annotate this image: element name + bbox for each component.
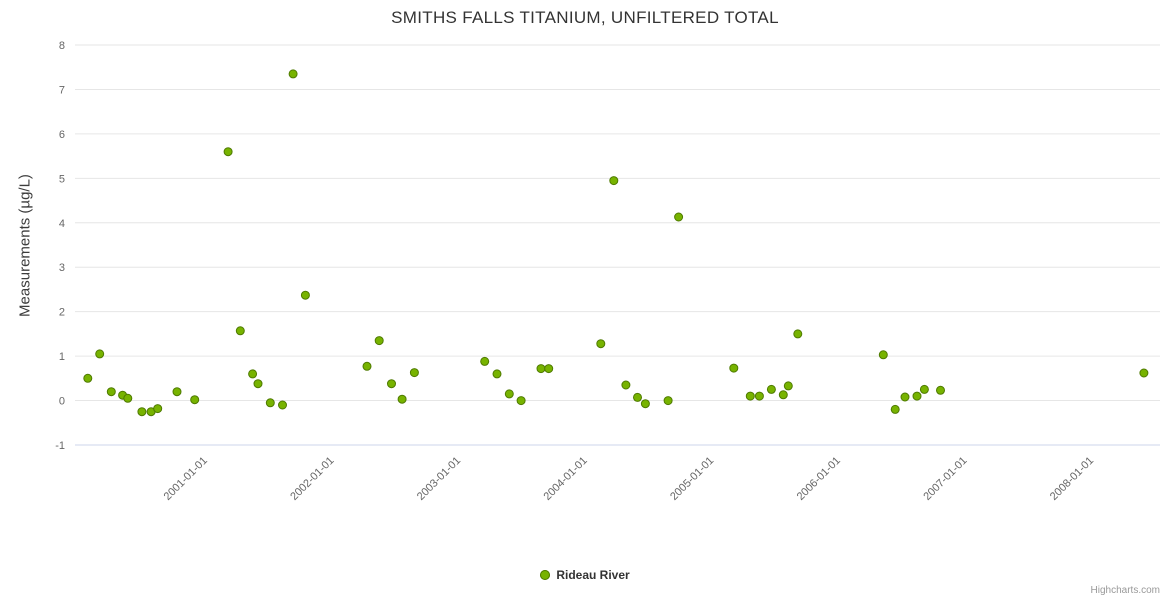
data-point[interactable]	[900, 392, 910, 402]
y-axis-tick-label: 8	[59, 40, 65, 52]
x-axis-tick-label: 2001-01-01	[162, 455, 210, 503]
data-point[interactable]	[387, 379, 396, 389]
data-point[interactable]	[265, 398, 275, 408]
legend-item-rideau-river[interactable]: Rideau River	[0, 568, 1170, 582]
x-axis-tick-label: 2006-01-01	[795, 455, 843, 503]
x-axis-tick-label: 2003-01-01	[415, 455, 463, 503]
y-axis-tick-label: 2	[59, 307, 65, 319]
legend-marker-icon	[540, 570, 551, 580]
data-point[interactable]	[253, 379, 263, 389]
data-point[interactable]	[504, 389, 514, 399]
y-axis-tick-label: 1	[59, 351, 65, 363]
data-point[interactable]	[663, 396, 673, 406]
data-point[interactable]	[536, 364, 546, 374]
data-point[interactable]	[235, 326, 245, 336]
y-axis-tick-label: 0	[59, 396, 65, 408]
data-point[interactable]	[190, 395, 200, 405]
y-axis-tick-label: 3	[59, 262, 65, 274]
data-point[interactable]	[492, 369, 502, 379]
y-axis-tick-label: -1	[55, 440, 65, 452]
data-point[interactable]	[878, 350, 888, 360]
data-point[interactable]	[409, 368, 419, 378]
data-point[interactable]	[300, 290, 310, 300]
data-point[interactable]	[596, 339, 606, 349]
data-point[interactable]	[153, 404, 163, 414]
y-axis-tick-label: 6	[59, 129, 65, 141]
x-axis-tick-label: 2002-01-01	[288, 455, 336, 503]
data-point[interactable]	[936, 385, 945, 395]
data-point[interactable]	[793, 329, 803, 339]
data-point[interactable]	[223, 147, 233, 157]
y-axis-tick-label: 5	[59, 173, 65, 185]
x-axis-tick-label: 2004-01-01	[542, 455, 590, 503]
x-axis-tick-label: 2008-01-01	[1048, 455, 1096, 503]
data-point[interactable]	[778, 390, 788, 400]
data-point[interactable]	[374, 336, 384, 346]
data-point[interactable]	[754, 391, 764, 401]
data-point[interactable]	[106, 387, 116, 397]
data-point[interactable]	[912, 391, 922, 401]
data-point[interactable]	[83, 373, 93, 383]
data-point[interactable]	[248, 369, 258, 379]
data-point[interactable]	[362, 361, 372, 371]
chart-title: SMITHS FALLS TITANIUM, UNFILTERED TOTAL	[391, 8, 779, 27]
data-point[interactable]	[278, 400, 287, 410]
data-point[interactable]	[745, 391, 755, 401]
data-point[interactable]	[674, 212, 684, 222]
data-point[interactable]	[123, 393, 133, 403]
data-point[interactable]	[621, 380, 631, 390]
data-point[interactable]	[288, 69, 298, 79]
data-point[interactable]	[95, 349, 105, 359]
data-point[interactable]	[919, 384, 929, 394]
data-point[interactable]	[480, 356, 490, 366]
data-point[interactable]	[544, 364, 554, 374]
y-axis-tick-label: 7	[59, 84, 65, 96]
legend-label: Rideau River	[556, 568, 630, 582]
x-axis-tick-label: 2007-01-01	[921, 455, 969, 503]
data-point[interactable]	[783, 381, 793, 391]
data-point[interactable]	[172, 387, 182, 397]
x-axis-tick-label: 2005-01-01	[668, 455, 716, 503]
data-point[interactable]	[640, 399, 650, 409]
y-axis-tick-label: 4	[59, 218, 65, 230]
highcharts-credit[interactable]: Highcharts.com	[1090, 585, 1160, 596]
data-point[interactable]	[397, 394, 407, 404]
data-point[interactable]	[729, 363, 739, 373]
data-point[interactable]	[137, 407, 147, 417]
data-point[interactable]	[1139, 368, 1149, 378]
data-point[interactable]	[633, 392, 642, 402]
data-point[interactable]	[609, 176, 619, 186]
data-point[interactable]	[766, 384, 776, 394]
data-point[interactable]	[516, 396, 526, 406]
data-point[interactable]	[890, 404, 900, 414]
